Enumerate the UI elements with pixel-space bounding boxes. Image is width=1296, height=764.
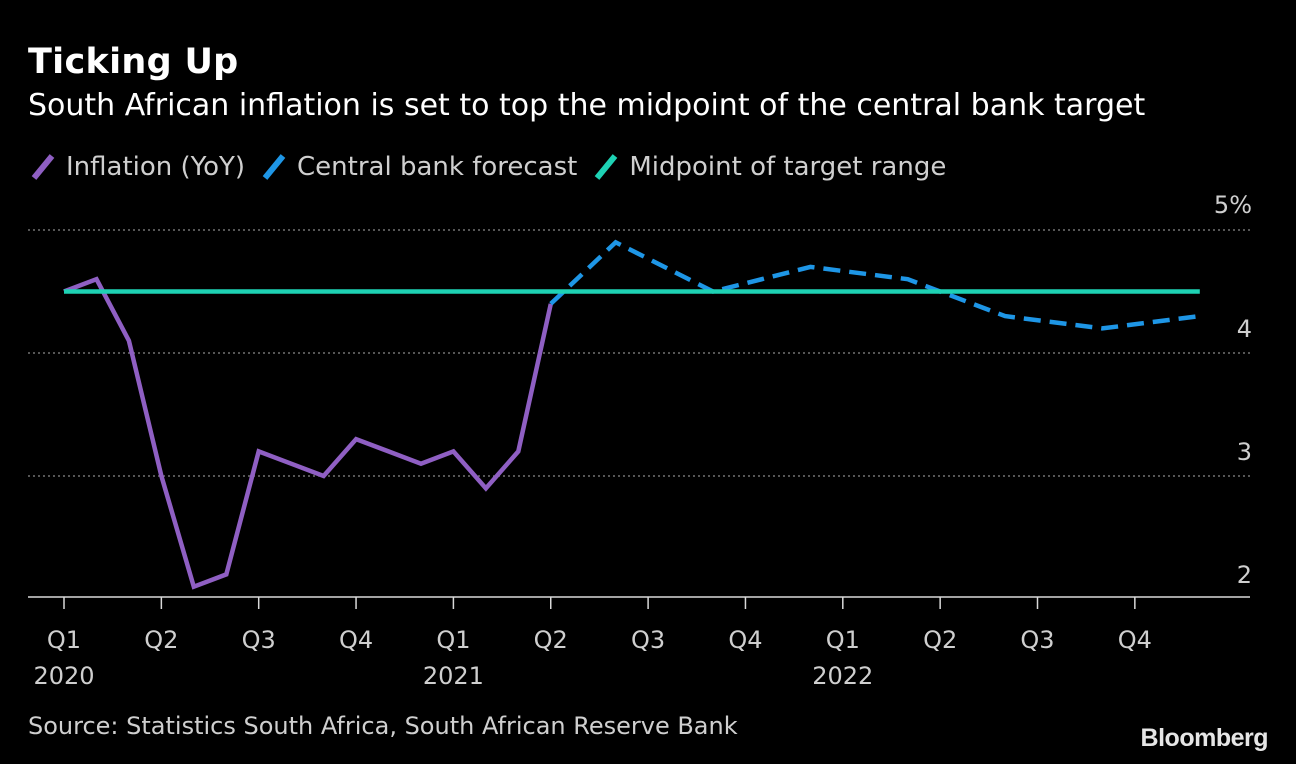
chart-subtitle: South African inflation is set to top th… (28, 88, 1146, 123)
legend: Inflation (YoY) Central bank forecast Mi… (28, 147, 960, 187)
source-note: Source: Statistics South Africa, South A… (28, 712, 738, 740)
x-tick-label-7: Q4 (728, 626, 762, 654)
x-tick-label-11: Q4 (1118, 626, 1152, 654)
x-tick-label-0: Q1 (47, 626, 81, 654)
legend-label-forecast: Central bank forecast (297, 152, 578, 182)
x-tick-label-2: Q3 (242, 626, 276, 654)
y-tick-label-2: 2 (1237, 561, 1252, 589)
x-year-label-2021: 2021 (423, 662, 484, 690)
legend-label-inflation: Inflation (YoY) (66, 152, 246, 182)
legend-swatch-inflation-line (31, 154, 55, 180)
y-tick-label-4: 4 (1237, 315, 1252, 343)
legend-swatch-midpoint-icon (595, 154, 618, 180)
x-year-label-2020: 2020 (33, 662, 94, 690)
legend-item-midpoint: Midpoint of target range (591, 147, 946, 187)
legend-swatch-forecast-line (262, 154, 286, 180)
legend-swatch-forecast-icon (262, 154, 286, 180)
x-tick-label-5: Q2 (534, 626, 568, 654)
y-tick-label-5: 5% (1214, 191, 1252, 219)
legend-swatch-inflation-icon (31, 154, 55, 180)
chart-title: Ticking Up (28, 42, 239, 82)
y-tick-label-3: 3 (1237, 438, 1252, 466)
series-line-inflation-yoy (63, 276, 553, 590)
x-tick-label-9: Q2 (923, 626, 957, 654)
legend-item-forecast: Central bank forecast (259, 147, 577, 187)
series-line-central-bank-forecast (549, 239, 1201, 331)
x-tick-label-10: Q3 (1020, 626, 1054, 654)
x-tick-label-8: Q1 (826, 626, 860, 654)
x-tick-label-3: Q4 (339, 626, 373, 654)
x-tick-label-4: Q1 (436, 626, 470, 654)
legend-item-inflation: Inflation (YoY) (28, 147, 245, 187)
x-tick-label-1: Q2 (144, 626, 178, 654)
x-year-label-2022: 2022 (812, 662, 873, 690)
legend-label-midpoint: Midpoint of target range (629, 152, 947, 182)
bloomberg-logo: Bloomberg (1140, 724, 1269, 752)
legend-swatch-midpoint-line (595, 154, 618, 180)
x-tick-label-6: Q3 (631, 626, 665, 654)
